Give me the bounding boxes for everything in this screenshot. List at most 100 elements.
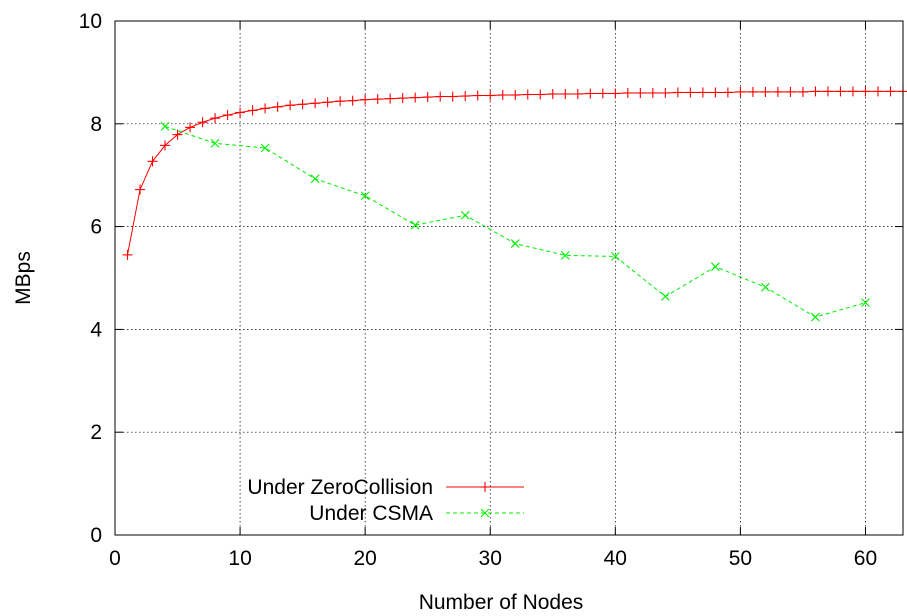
data-point — [861, 298, 870, 308]
data-point — [535, 89, 546, 100]
data-point — [685, 87, 696, 98]
data-point — [410, 92, 421, 103]
data-point — [360, 191, 370, 201]
data-point — [547, 88, 558, 99]
data-point — [197, 117, 208, 128]
data-point — [285, 100, 296, 111]
legend-marker — [480, 482, 490, 492]
data-point — [247, 105, 258, 116]
x-tick-label: 50 — [729, 547, 752, 570]
data-point — [235, 107, 246, 118]
legend-entry: Under CSMA — [309, 502, 524, 525]
series-csma — [160, 121, 870, 322]
data-point — [260, 103, 271, 114]
tick-labels: 0 10 20 30 40 50 60 0 2 4 6 8 10 — [79, 10, 878, 570]
data-point — [672, 87, 683, 98]
data-point — [122, 249, 133, 260]
data-point — [460, 91, 471, 102]
data-point — [810, 86, 821, 97]
x-tick-label: 10 — [228, 547, 251, 570]
data-point — [722, 87, 733, 98]
data-point — [447, 91, 458, 102]
series-lines — [122, 86, 907, 322]
series-line — [127, 90, 903, 255]
data-point — [735, 86, 746, 97]
data-point — [397, 93, 408, 104]
legend-label: Under ZeroCollision — [247, 476, 433, 499]
y-tick-label: 10 — [79, 10, 102, 33]
plot-area-frame — [114, 20, 904, 536]
data-point — [560, 250, 570, 260]
data-point — [460, 210, 470, 220]
data-point — [160, 140, 171, 151]
data-point — [272, 101, 283, 112]
x-tick-label: 0 — [109, 547, 121, 570]
data-point — [835, 86, 846, 97]
data-point — [785, 86, 796, 97]
data-point — [610, 252, 620, 261]
data-point — [335, 96, 346, 107]
data-point — [635, 87, 646, 98]
data-point — [647, 87, 658, 98]
data-point — [622, 87, 633, 98]
data-point — [260, 143, 270, 153]
data-point — [297, 99, 308, 110]
data-point — [510, 90, 521, 101]
data-point — [797, 86, 808, 97]
series-zerocollision — [122, 86, 907, 260]
legend-label: Under CSMA — [309, 502, 433, 525]
data-point — [322, 97, 333, 108]
x-tick-label: 40 — [604, 547, 627, 570]
data-point — [472, 90, 483, 101]
data-point — [822, 86, 833, 97]
data-point — [160, 121, 170, 131]
data-point — [710, 262, 720, 272]
data-point — [185, 122, 196, 133]
data-point — [422, 92, 433, 103]
data-point — [560, 88, 571, 99]
data-point — [510, 239, 520, 248]
data-point — [210, 113, 221, 124]
data-point — [310, 174, 320, 184]
data-point — [135, 184, 146, 195]
data-point — [497, 90, 508, 101]
series-line — [164, 125, 866, 318]
data-point — [860, 86, 871, 97]
data-point — [585, 88, 596, 99]
data-point — [872, 86, 883, 97]
data-point — [310, 98, 321, 109]
data-point — [761, 282, 770, 292]
data-point — [811, 312, 820, 322]
data-point — [597, 88, 608, 99]
x-tick-label: 30 — [479, 547, 502, 570]
data-point — [660, 292, 670, 301]
data-point — [747, 86, 758, 97]
data-point — [485, 90, 496, 101]
y-tick-label: 2 — [90, 421, 102, 444]
grid-lines — [115, 21, 903, 535]
data-point — [172, 129, 183, 140]
data-point — [147, 156, 158, 167]
data-point — [885, 86, 896, 97]
x-axis-label: Number of Nodes — [419, 591, 584, 614]
axis-ticks — [114, 20, 903, 536]
legend-marker — [480, 508, 490, 518]
legend-entry: Under ZeroCollision — [247, 476, 524, 499]
data-point — [410, 220, 420, 230]
data-point — [210, 138, 220, 148]
y-axis-label: MBps — [12, 251, 35, 305]
data-point — [385, 93, 396, 104]
data-point — [435, 91, 446, 102]
data-point — [572, 88, 583, 99]
y-tick-label: 0 — [90, 524, 102, 547]
y-tick-label: 8 — [90, 113, 102, 136]
data-point — [697, 87, 708, 98]
data-point — [347, 95, 358, 106]
y-tick-label: 4 — [90, 318, 102, 341]
x-tick-label: 20 — [353, 547, 376, 570]
legend: Under ZeroCollision Under CSMA — [247, 476, 524, 525]
data-point — [660, 87, 671, 98]
data-point — [222, 110, 233, 121]
data-point — [710, 87, 721, 98]
